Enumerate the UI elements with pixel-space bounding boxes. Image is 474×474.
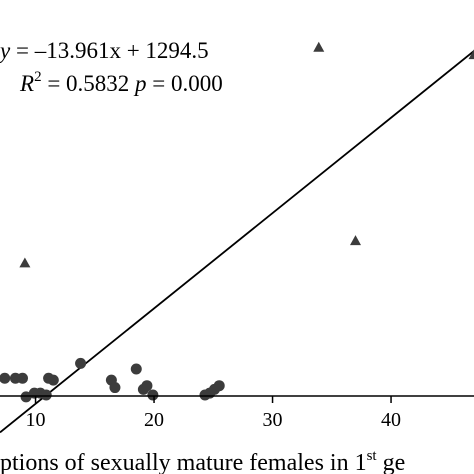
- x-axis-label-end: ge: [377, 450, 406, 474]
- p-value: = 0.000: [147, 71, 223, 96]
- x-axis-label-sup: st: [367, 448, 378, 464]
- r2-symbol: R: [19, 71, 34, 96]
- x-axis-ticks: 10 20 30 40: [26, 396, 401, 431]
- data-point-circle: [141, 380, 153, 392]
- data-point-circle: [17, 372, 29, 384]
- data-point-circle: [213, 380, 225, 392]
- x-tick-label: 30: [263, 409, 283, 431]
- data-point-triangle: [350, 235, 361, 246]
- x-axis-label: ptions of sexually mature females in 1st…: [0, 448, 405, 474]
- data-point-circle: [147, 389, 159, 401]
- svg-text:R2 = 0.5832 p = 0.000: R2 = 0.5832 p = 0.000: [19, 69, 223, 96]
- x-tick-label: 20: [144, 409, 164, 431]
- p-symbol: p: [133, 71, 147, 96]
- r2-exponent: 2: [34, 69, 42, 85]
- data-point-triangle: [19, 257, 31, 268]
- data-point-triangle: [468, 49, 474, 60]
- annotation-r2: R2 = 0.5832 p = 0.000: [19, 69, 223, 96]
- data-point-circle: [130, 363, 142, 375]
- data-point-circle: [0, 372, 11, 384]
- x-tick-label: 40: [381, 409, 401, 431]
- equation-lhs: y: [0, 38, 11, 63]
- data-point-circle: [40, 389, 52, 401]
- data-point-circle: [20, 391, 32, 403]
- data-point-triangle: [313, 41, 325, 52]
- data-points: [0, 41, 474, 403]
- fit-line: [0, 50, 474, 434]
- equation-rhs: = –13.961x + 1294.5: [10, 38, 208, 63]
- data-point-circle: [109, 382, 121, 394]
- annotation-equation: y = –13.961x + 1294.5: [0, 38, 209, 63]
- x-axis-label-main: ptions of sexually mature females in 1: [0, 450, 367, 474]
- data-point-circle: [75, 357, 87, 369]
- x-tick-label: 10: [26, 409, 46, 431]
- svg-text:y = –13.961x + 1294.5: y = –13.961x + 1294.5: [0, 38, 209, 63]
- r2-value: = 0.5832: [42, 71, 135, 96]
- data-point-circle: [47, 374, 59, 386]
